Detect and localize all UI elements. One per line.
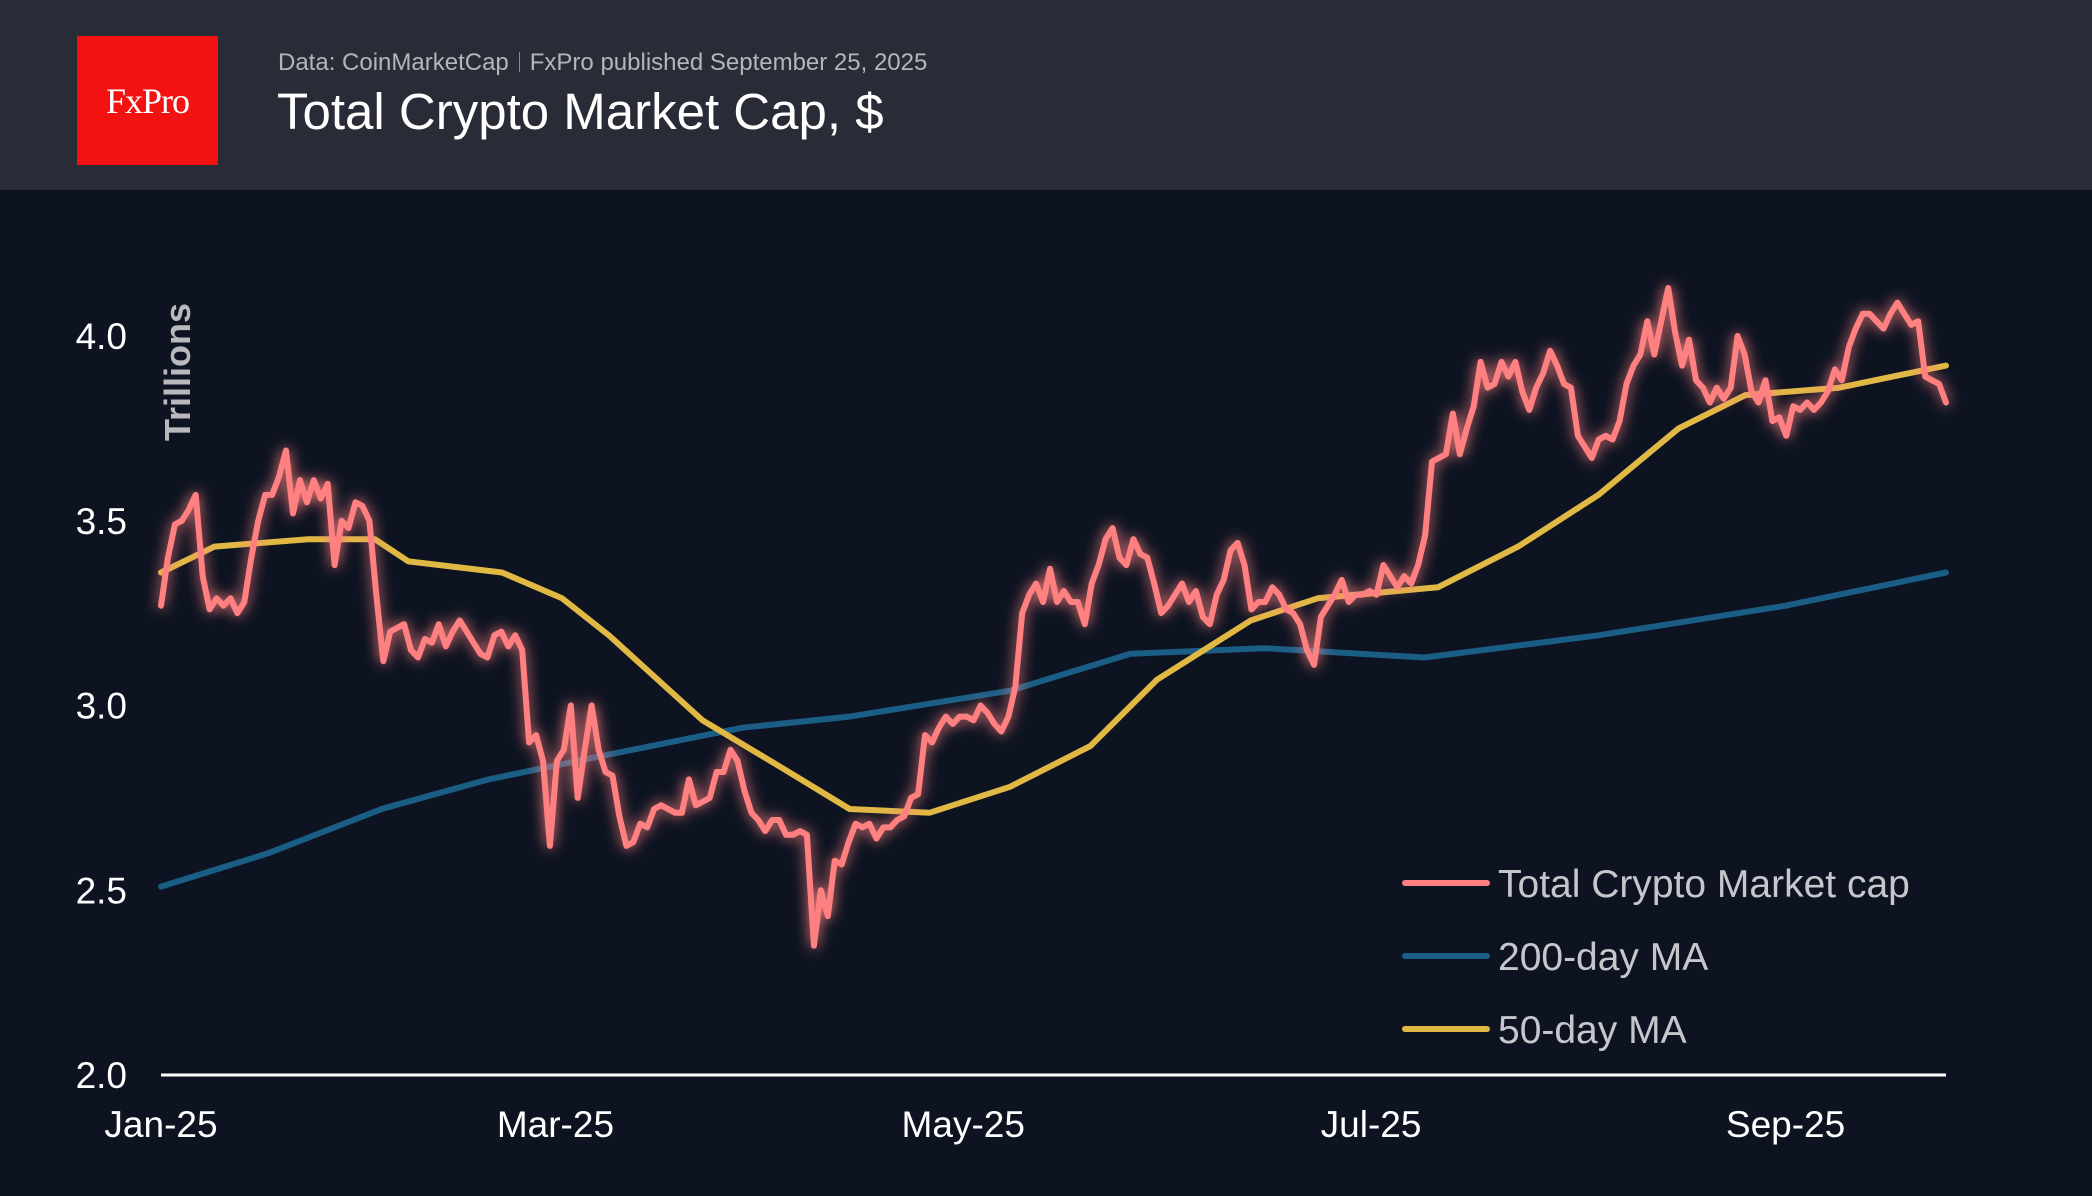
chart-title: Total Crypto Market Cap, $ [277, 83, 884, 140]
series-line-50-day-ma [158, 362, 1949, 816]
published-text: FxPro published September 25, 2025 [529, 49, 928, 76]
y-tick-label: 3.5 [76, 501, 127, 542]
source-text: Data: CoinMarketCap [278, 49, 509, 76]
separator [518, 52, 520, 72]
series-line-200-day-ma [158, 569, 1949, 890]
x-tick-label: May-25 [902, 1104, 1025, 1145]
legend: Total Crypto Market cap 200-day MA 50-day … [1402, 863, 1910, 1052]
x-axis: Jan-25 Mar-25 May-25 Jul-25 Sep-25 [104, 1104, 1845, 1145]
y-axis-label: Trillions [157, 303, 198, 441]
series-lines [158, 285, 1949, 949]
subtitle: Data: CoinMarketCap FxPro published Septe… [278, 49, 927, 77]
header-bar: FxPro Data: CoinMarketCap FxPro published… [0, 0, 2092, 190]
x-tick-label: Mar-25 [497, 1104, 614, 1145]
legend-label: Total Crypto Market cap [1498, 863, 1910, 906]
y-tick-label: 2.0 [76, 1055, 127, 1096]
y-tick-label: 2.5 [76, 870, 127, 911]
y-tick-label: 4.0 [76, 316, 127, 357]
logo-text: FxPro [105, 80, 190, 121]
series-line-total-crypto-market-cap [158, 285, 1949, 949]
x-tick-label: Jan-25 [104, 1104, 217, 1145]
legend-label: 50-day MA [1498, 1009, 1687, 1052]
y-tick-label: 3.0 [76, 686, 127, 727]
legend-label: 200-day MA [1498, 936, 1708, 979]
x-tick-label: Sep-25 [1726, 1104, 1845, 1145]
fxpro-logo: FxPro [77, 36, 218, 165]
x-tick-label: Jul-25 [1321, 1104, 1422, 1145]
y-axis: 2.0 2.5 3.0 3.5 4.0 [76, 316, 127, 1096]
